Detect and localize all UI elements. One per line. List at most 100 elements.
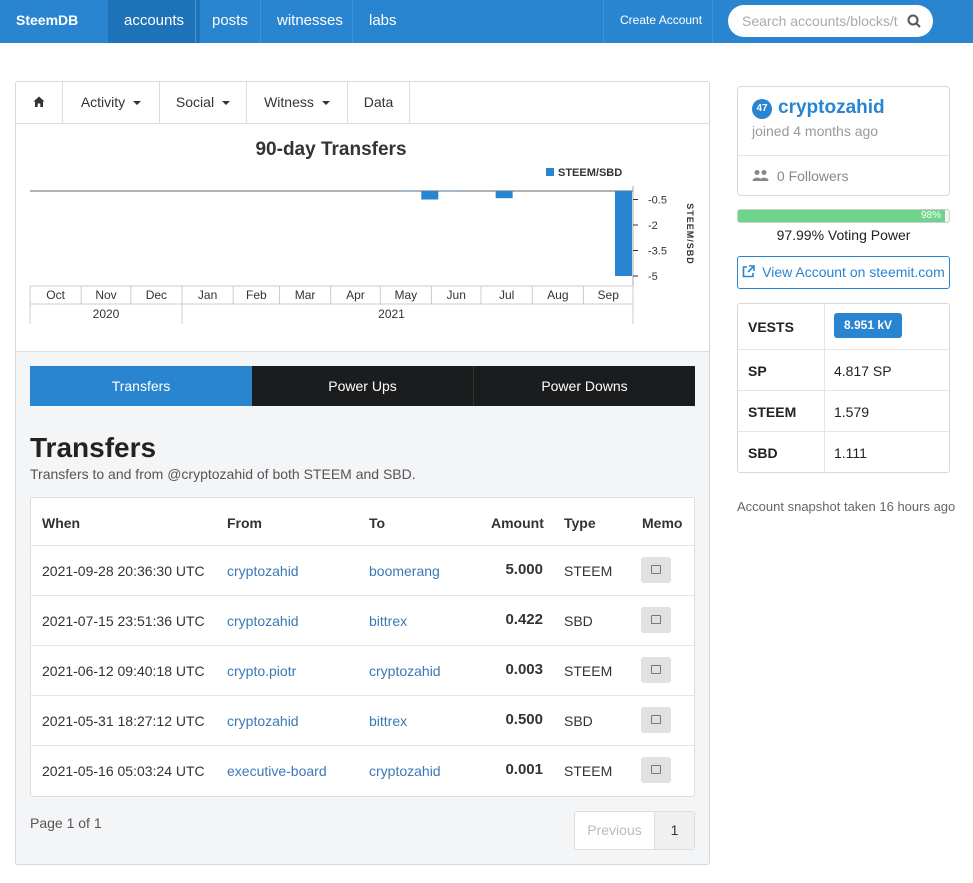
reputation-badge: 47 <box>752 99 772 119</box>
chevron-down-icon <box>321 101 330 106</box>
nav-posts[interactable]: posts <box>195 0 264 43</box>
x-tick-label: Jun <box>447 288 466 302</box>
row-to-link[interactable]: cryptozahid <box>369 763 441 779</box>
row-type: STEEM <box>564 663 613 679</box>
search-input[interactable]: Search accounts/blocks/t <box>728 5 933 37</box>
row-from-link[interactable]: cryptozahid <box>227 713 299 729</box>
stats-divider <box>824 391 825 433</box>
steem-value: 1.579 <box>834 404 870 420</box>
row-from-link[interactable]: crypto.piotr <box>227 663 297 679</box>
search-placeholder: Search accounts/blocks/t <box>742 13 898 29</box>
view-account-label: View Account on steemit.com <box>762 264 945 280</box>
page-title: Transfers <box>30 432 157 463</box>
page-1-button[interactable]: 1 <box>655 812 694 849</box>
row-to-link[interactable]: cryptozahid <box>369 663 441 679</box>
row-to-link[interactable]: bittrex <box>369 713 408 729</box>
power-ups-button[interactable]: Power Ups <box>252 366 473 406</box>
vests-label: VESTS <box>748 319 794 335</box>
legend-swatch <box>546 168 554 176</box>
y-tick-label: -2 <box>648 220 658 232</box>
row-from-link[interactable]: cryptozahid <box>227 563 299 579</box>
table-row: 2021-07-15 23:51:36 UTC cryptozahid bitt… <box>31 595 694 645</box>
tab-activity[interactable]: Activity <box>63 82 160 123</box>
chart-bar <box>421 191 439 200</box>
page-subtitle: Transfers to and from @cryptozahid of bo… <box>30 466 416 482</box>
table-row: 2021-06-12 09:40:18 UTC crypto.piotr cry… <box>31 645 694 695</box>
nav-accounts[interactable]: accounts <box>108 0 201 43</box>
tab-witness[interactable]: Witness <box>247 82 348 123</box>
col-from: From <box>227 515 262 531</box>
nav-labs[interactable]: labs <box>352 0 413 43</box>
col-when: When <box>42 515 81 531</box>
row-amount: 0.003 <box>505 661 543 678</box>
power-downs-button[interactable]: Power Downs <box>473 366 695 406</box>
memo-icon <box>651 565 661 574</box>
steem-label: STEEM <box>748 404 797 420</box>
chart-bar <box>396 191 414 192</box>
brand-logo[interactable]: SteemDB <box>16 12 79 28</box>
row-to-link[interactable]: boomerang <box>369 563 440 579</box>
chart-title: 90-day Transfers <box>255 139 406 160</box>
x-tick-label: Feb <box>246 288 267 302</box>
account-stats-table: VESTS 8.951 kV SP 4.817 SP STEEM 1.579 S… <box>737 303 950 474</box>
row-amount: 0.500 <box>505 711 543 728</box>
top-navbar: SteemDB accounts posts witnesses labs Cr… <box>0 0 973 43</box>
x-tick-label: Sep <box>598 288 620 302</box>
followers-link[interactable]: 0 Followers <box>752 168 848 184</box>
memo-button[interactable] <box>641 757 671 783</box>
view-account-button[interactable]: View Account on steemit.com <box>737 256 950 289</box>
tab-social[interactable]: Social <box>160 82 247 123</box>
vests-value: 8.951 kV <box>834 313 902 338</box>
x-tick-label: May <box>395 288 418 302</box>
row-type: STEEM <box>564 563 613 579</box>
profile-divider <box>738 155 949 156</box>
sbd-value: 1.111 <box>834 445 867 461</box>
search-icon[interactable] <box>907 5 921 37</box>
memo-button[interactable] <box>641 557 671 583</box>
joined-date: joined 4 months ago <box>752 123 879 139</box>
row-when: 2021-09-28 20:36:30 UTC <box>42 563 205 579</box>
transfers-button[interactable]: Transfers <box>30 366 252 406</box>
memo-icon <box>651 765 661 774</box>
stats-row-sp: SP 4.817 SP <box>738 349 949 392</box>
chevron-down-icon <box>222 101 231 106</box>
voting-power-fill <box>738 210 945 222</box>
memo-button[interactable] <box>641 607 671 633</box>
y-tick-label: -3.5 <box>648 246 667 258</box>
x-tick-label: Apr <box>346 288 365 302</box>
home-icon <box>33 94 45 110</box>
year-label: 2020 <box>93 307 120 321</box>
stats-row-steem: STEEM 1.579 <box>738 390 949 433</box>
tab-home[interactable] <box>16 82 63 123</box>
sp-label: SP <box>748 363 767 379</box>
previous-page-button[interactable]: Previous <box>575 812 655 849</box>
external-link-icon <box>742 264 762 280</box>
create-account-link[interactable]: Create Account <box>603 0 713 43</box>
row-amount: 5.000 <box>505 561 543 578</box>
username-link[interactable]: cryptozahid <box>778 97 885 118</box>
memo-button[interactable] <box>641 657 671 683</box>
row-from-link[interactable]: cryptozahid <box>227 613 299 629</box>
legend-label: STEEM/SBD <box>558 167 622 179</box>
row-when: 2021-06-12 09:40:18 UTC <box>42 663 205 679</box>
row-to-link[interactable]: bittrex <box>369 613 408 629</box>
stats-row-sbd: SBD 1.111 <box>738 431 949 474</box>
memo-icon <box>651 665 661 674</box>
x-tick-label: Jul <box>499 288 514 302</box>
row-when: 2021-05-16 05:03:24 UTC <box>42 763 205 779</box>
row-when: 2021-05-31 18:27:12 UTC <box>42 713 205 729</box>
nav-witnesses[interactable]: witnesses <box>260 0 359 43</box>
x-tick-label: Jan <box>198 288 217 302</box>
transfers-table: When From To Amount Type Memo 2021-09-28… <box>30 497 695 797</box>
memo-button[interactable] <box>641 707 671 733</box>
y-tick-label: -0.5 <box>648 195 667 207</box>
year-label: 2021 <box>378 307 405 321</box>
x-tick-label: Aug <box>547 288 568 302</box>
stats-divider <box>824 432 825 474</box>
row-from-link[interactable]: executive-board <box>227 763 327 779</box>
chart-bar <box>441 191 459 192</box>
chart-bar <box>615 191 632 276</box>
tab-data[interactable]: Data <box>348 82 410 123</box>
sp-value: 4.817 SP <box>834 363 892 379</box>
col-type: Type <box>564 515 596 531</box>
